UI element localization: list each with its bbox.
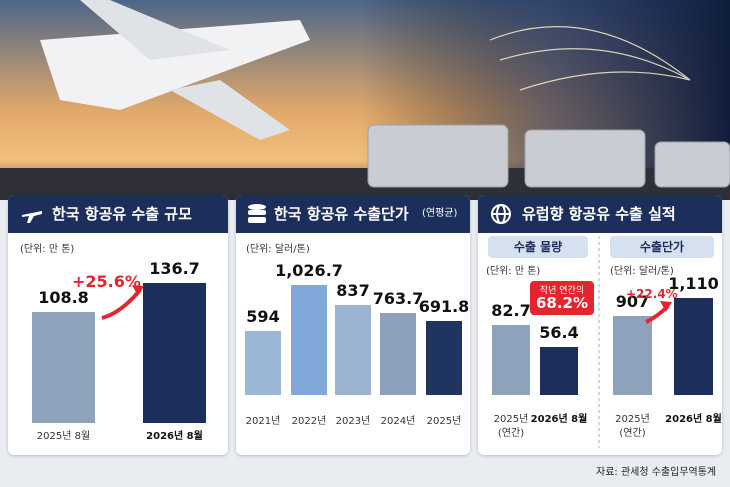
source: 자료: 관세청 수출입무역통계	[596, 467, 717, 478]
divider	[598, 236, 600, 448]
bar	[32, 311, 95, 423]
bar	[143, 283, 206, 423]
bar	[613, 315, 652, 395]
bar	[492, 325, 530, 395]
value-label: 837	[336, 281, 370, 301]
bar	[335, 305, 371, 395]
value-label: 108.8	[38, 287, 89, 307]
globe-icon	[491, 204, 511, 224]
panel-header: 한국 항공유 수출 규모	[8, 195, 228, 233]
value-label: 56.4	[539, 323, 579, 343]
x-tick-label: 2025년 8월	[36, 431, 91, 442]
value-label: 1,110	[668, 274, 719, 293]
x-tick-label: 2026년 8월	[530, 414, 588, 425]
x-tick-label: 2026년 8월	[665, 414, 722, 425]
bar	[674, 298, 713, 395]
x-tick-label: 2023년	[335, 416, 371, 427]
plane-icon	[22, 211, 42, 223]
value-label: 594	[246, 307, 280, 327]
bar	[291, 285, 327, 395]
annotation: +25.6%	[72, 272, 141, 291]
x-tick-label: 2026년 8월	[146, 431, 203, 442]
panel-header: 유럽향 항공유 수출 실적	[478, 195, 722, 233]
annotation: 68.2%	[535, 294, 589, 312]
x-tick-label: 2025년	[426, 416, 462, 427]
value-label: 1,026.7	[275, 261, 343, 280]
value-label: 136.7	[149, 259, 200, 278]
bar	[540, 347, 578, 395]
unit-label: (단위: 달러/톤)	[610, 266, 674, 277]
chart-subtitle: (연평균)	[422, 208, 458, 219]
x-tick-label: 2025년 (연간)	[615, 414, 650, 439]
unit-label: (단위: 만 톤)	[486, 266, 541, 277]
chart-title: 수출단가	[610, 236, 714, 258]
value-label: 907	[615, 291, 650, 311]
x-tick-label: 2021년	[245, 416, 281, 427]
annotation: 작년 연간의	[539, 286, 585, 296]
database-icon	[248, 204, 266, 223]
panel-title: 유럽향 항공유 수출 실적	[522, 205, 676, 223]
annotation: +22.4%	[626, 287, 678, 301]
x-tick-label: 2022년	[291, 416, 327, 427]
unit-label: (단위: 만 톤)	[20, 244, 75, 255]
x-tick-label: 2025년 (연간)	[493, 414, 529, 439]
hero-photo	[0, 0, 730, 200]
value-label: 82.7	[491, 301, 531, 320]
chart-title: 한국 항공유 수출 규모	[52, 205, 192, 223]
value-label: 691.8	[418, 296, 470, 316]
chart-title: 수출 물량	[488, 236, 588, 258]
bar	[380, 313, 416, 395]
bar	[426, 320, 462, 395]
chart-title: 한국 항공유 수출단가	[274, 205, 409, 223]
unit-label: (단위: 달러/톤)	[246, 244, 310, 255]
value-label: 763.7	[372, 289, 424, 309]
panel-header: 한국 항공유 수출단가 (연평균)	[236, 195, 470, 233]
x-tick-label: 2024년	[380, 416, 416, 427]
callout	[530, 281, 594, 315]
bar	[245, 331, 281, 395]
